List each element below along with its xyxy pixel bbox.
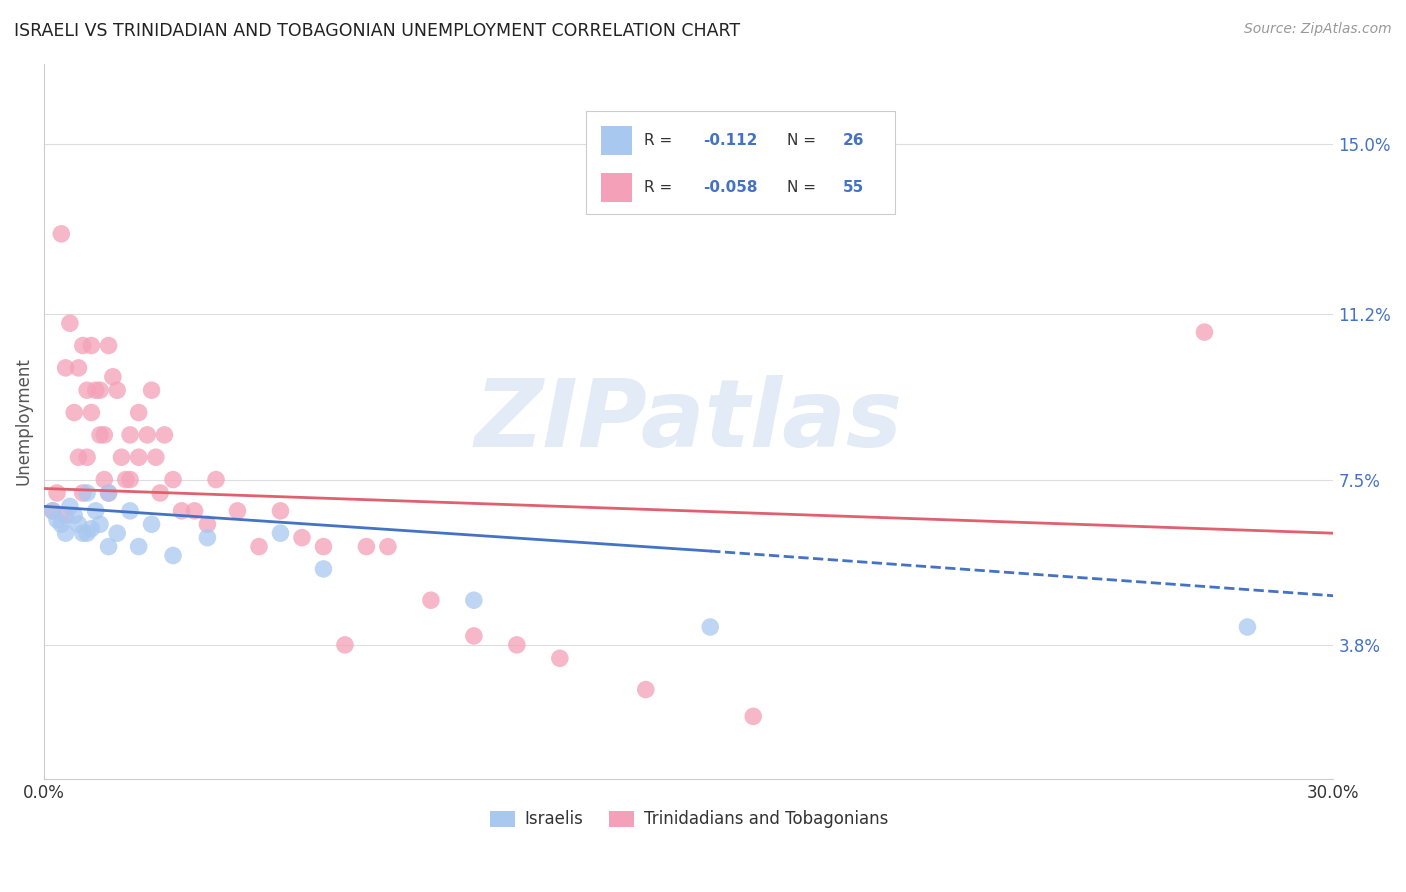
- Point: [153, 428, 176, 442]
- Point: [59, 316, 82, 330]
- Point: [97, 540, 120, 554]
- Point: [93, 428, 115, 442]
- Point: [114, 473, 136, 487]
- Point: [72, 526, 94, 541]
- Point: [46, 486, 69, 500]
- Point: [80, 338, 103, 352]
- Point: [97, 486, 120, 500]
- Point: [162, 549, 184, 563]
- Point: [72, 486, 94, 500]
- Point: [128, 406, 150, 420]
- Point: [63, 406, 86, 420]
- Point: [1236, 620, 1258, 634]
- Point: [120, 504, 142, 518]
- Point: [101, 369, 124, 384]
- Point: [377, 540, 399, 554]
- Point: [76, 486, 98, 500]
- Point: [136, 428, 159, 442]
- Text: ZIPatlas: ZIPatlas: [475, 376, 903, 467]
- Point: [419, 593, 441, 607]
- Point: [51, 517, 73, 532]
- Point: [105, 383, 128, 397]
- Point: [105, 526, 128, 541]
- Point: [145, 450, 167, 465]
- Point: [699, 620, 721, 634]
- Point: [312, 540, 335, 554]
- Point: [463, 629, 485, 643]
- Point: [80, 522, 103, 536]
- Point: [89, 383, 111, 397]
- Point: [634, 682, 657, 697]
- Point: [72, 338, 94, 352]
- Point: [55, 526, 77, 541]
- Point: [84, 383, 107, 397]
- Point: [291, 531, 314, 545]
- Point: [197, 517, 219, 532]
- Point: [59, 500, 82, 514]
- Point: [97, 338, 120, 352]
- Point: [269, 526, 291, 541]
- Point: [506, 638, 529, 652]
- Point: [548, 651, 571, 665]
- Point: [149, 486, 172, 500]
- Point: [742, 709, 765, 723]
- Legend: Israelis, Trinidadians and Tobagonians: Israelis, Trinidadians and Tobagonians: [482, 804, 894, 835]
- Point: [1194, 325, 1216, 339]
- Point: [67, 450, 90, 465]
- Point: [97, 486, 120, 500]
- Point: [76, 383, 98, 397]
- Point: [128, 540, 150, 554]
- Point: [269, 504, 291, 518]
- Point: [226, 504, 249, 518]
- Point: [197, 531, 219, 545]
- Point: [333, 638, 356, 652]
- Point: [84, 504, 107, 518]
- Point: [41, 504, 63, 518]
- Point: [46, 513, 69, 527]
- Point: [141, 517, 163, 532]
- Point: [89, 517, 111, 532]
- Text: ISRAELI VS TRINIDADIAN AND TOBAGONIAN UNEMPLOYMENT CORRELATION CHART: ISRAELI VS TRINIDADIAN AND TOBAGONIAN UN…: [14, 22, 740, 40]
- Point: [80, 406, 103, 420]
- Point: [141, 383, 163, 397]
- Point: [120, 473, 142, 487]
- Point: [51, 227, 73, 241]
- Point: [162, 473, 184, 487]
- Point: [93, 473, 115, 487]
- Point: [120, 428, 142, 442]
- Point: [55, 360, 77, 375]
- Point: [128, 450, 150, 465]
- Point: [41, 504, 63, 518]
- Point: [170, 504, 193, 518]
- Point: [463, 593, 485, 607]
- Point: [55, 508, 77, 523]
- Point: [63, 508, 86, 523]
- Point: [247, 540, 270, 554]
- Point: [76, 450, 98, 465]
- Point: [183, 504, 205, 518]
- Point: [312, 562, 335, 576]
- Y-axis label: Unemployment: Unemployment: [15, 358, 32, 485]
- Point: [76, 526, 98, 541]
- Point: [110, 450, 132, 465]
- Point: [67, 517, 90, 532]
- Point: [67, 360, 90, 375]
- Point: [205, 473, 228, 487]
- Point: [356, 540, 378, 554]
- Text: Source: ZipAtlas.com: Source: ZipAtlas.com: [1244, 22, 1392, 37]
- Point: [89, 428, 111, 442]
